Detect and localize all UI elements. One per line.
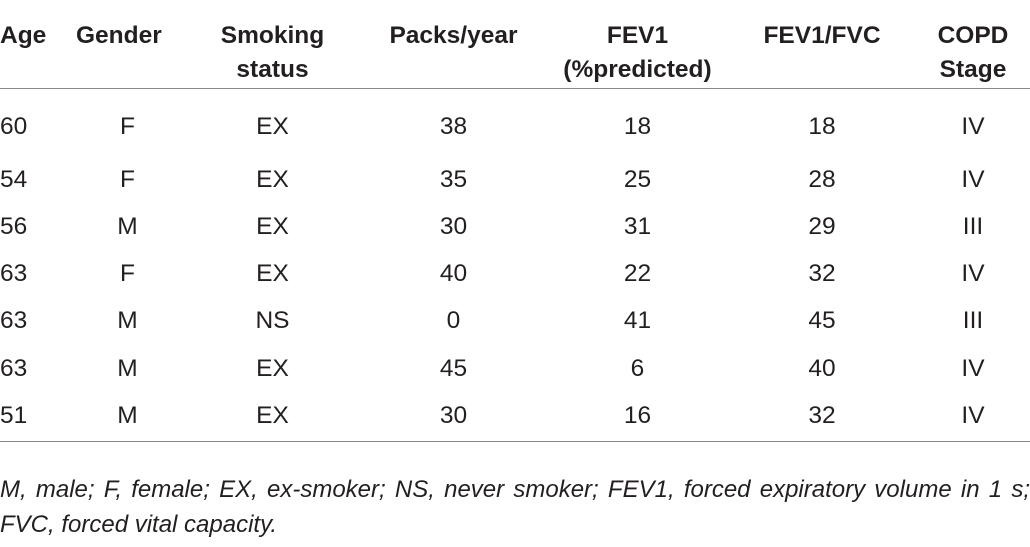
cell-smoking-status: EX: [256, 260, 289, 288]
table-footnote: M, male; F, female; EX, ex-smoker; NS, n…: [0, 476, 1030, 538]
cell-packs-year: 40: [439, 260, 468, 288]
cell-gender: F: [120, 113, 135, 141]
cell-smoking-status: NS: [255, 307, 290, 335]
header-fev1-line2: (%predicted): [563, 56, 712, 83]
header-fev1-fvc: FEV1/FVC: [728, 0, 916, 89]
cell-fev1: 16: [547, 391, 728, 442]
cell-age: 56: [0, 212, 28, 240]
cell-smoking-status: EX: [256, 165, 289, 193]
cell-fev1-fvc: 29: [808, 212, 836, 240]
header-age: Age: [0, 0, 70, 89]
cell-fev1: 41: [623, 307, 652, 335]
cell-copd-stage: III: [962, 307, 984, 335]
header-age-label: Age: [0, 22, 47, 49]
cell-fev1: 18: [623, 113, 652, 141]
cell-smoking-status: EX: [256, 354, 289, 382]
header-fev1-fvc-label: FEV1/FVC: [763, 22, 881, 49]
header-packs-year: Packs/year: [360, 0, 547, 89]
table-header: Age Gender Smoking status Packs/year FEV…: [0, 0, 1030, 89]
cell-copd-stage: IV: [961, 260, 985, 288]
cell-gender: M: [117, 307, 138, 335]
cell-fev1-fvc: 40: [808, 354, 836, 382]
header-gender: Gender: [70, 0, 185, 89]
cell-fev1-fvc: 45: [808, 307, 836, 335]
cell-copd-stage: IV: [961, 354, 985, 382]
cell-fev1-fvc: 28: [808, 165, 836, 193]
header-packs-year-label: Packs/year: [389, 22, 518, 49]
cell-copd-stage: IV: [916, 391, 1030, 442]
table-row: 51 M EX 30 16 32 IV: [0, 391, 1030, 442]
cell-age: 54: [0, 165, 28, 193]
cell-fev1-fvc: 32: [728, 391, 916, 442]
table-row: 63 F EX 40 22 32 IV: [0, 250, 1030, 297]
cell-smoking-status: EX: [256, 212, 289, 240]
header-gender-label: Gender: [76, 22, 162, 49]
cell-fev1: 6: [630, 354, 645, 382]
cell-packs-year: 35: [439, 165, 468, 193]
cell-age: 63: [0, 307, 28, 335]
cell-packs-year: 38: [439, 113, 468, 141]
header-copd-stage-line2: Stage: [939, 56, 1007, 83]
patient-characteristics-table: Age Gender Smoking status Packs/year FEV…: [0, 0, 1030, 442]
table-row: 63 M NS 0 41 45 III: [0, 297, 1030, 344]
patient-characteristics-table-container: Age Gender Smoking status Packs/year FEV…: [0, 0, 1030, 442]
cell-gender: M: [117, 354, 138, 382]
table-row: 63 M EX 45 6 40 IV: [0, 345, 1030, 392]
cell-copd-stage: IV: [961, 165, 985, 193]
cell-age: 51: [0, 391, 70, 442]
table-row: 54 F EX 35 25 28 IV: [0, 156, 1030, 203]
cell-age: 63: [0, 354, 28, 382]
table-row: 56 M EX 30 31 29 III: [0, 203, 1030, 250]
cell-fev1: 22: [623, 260, 652, 288]
cell-gender: F: [120, 260, 135, 288]
header-copd-stage-line1: COPD: [937, 22, 1009, 49]
cell-packs-year: 30: [360, 391, 547, 442]
cell-copd-stage: III: [962, 212, 984, 240]
cell-age: 63: [0, 260, 28, 288]
header-smoking-status-line1: Smoking: [220, 22, 325, 49]
header-smoking-status-line2: status: [236, 56, 309, 83]
header-fev1-line1: FEV1: [606, 22, 669, 49]
header-copd-stage: COPD Stage: [916, 0, 1030, 89]
cell-packs-year: 0: [446, 307, 461, 335]
cell-smoking-status: EX: [185, 391, 360, 442]
table-body: 60 F EX 38 18 18 IV 54 F EX 35 25 28 IV …: [0, 88, 1030, 442]
cell-gender: F: [120, 165, 135, 193]
table-row: 60 F EX 38 18 18 IV: [0, 88, 1030, 156]
cell-smoking-status: EX: [256, 113, 289, 141]
cell-fev1: 31: [623, 212, 652, 240]
cell-fev1-fvc: 32: [808, 260, 836, 288]
cell-fev1: 25: [623, 165, 652, 193]
header-row: Age Gender Smoking status Packs/year FEV…: [0, 0, 1030, 89]
cell-copd-stage: IV: [961, 113, 985, 141]
cell-age: 60: [0, 113, 28, 141]
header-smoking-status: Smoking status: [185, 0, 360, 89]
cell-fev1-fvc: 18: [808, 113, 836, 141]
header-fev1: FEV1 (%predicted): [547, 0, 728, 89]
cell-packs-year: 30: [439, 212, 468, 240]
cell-packs-year: 45: [439, 354, 468, 382]
cell-gender: M: [117, 212, 138, 240]
cell-gender: M: [70, 391, 185, 442]
